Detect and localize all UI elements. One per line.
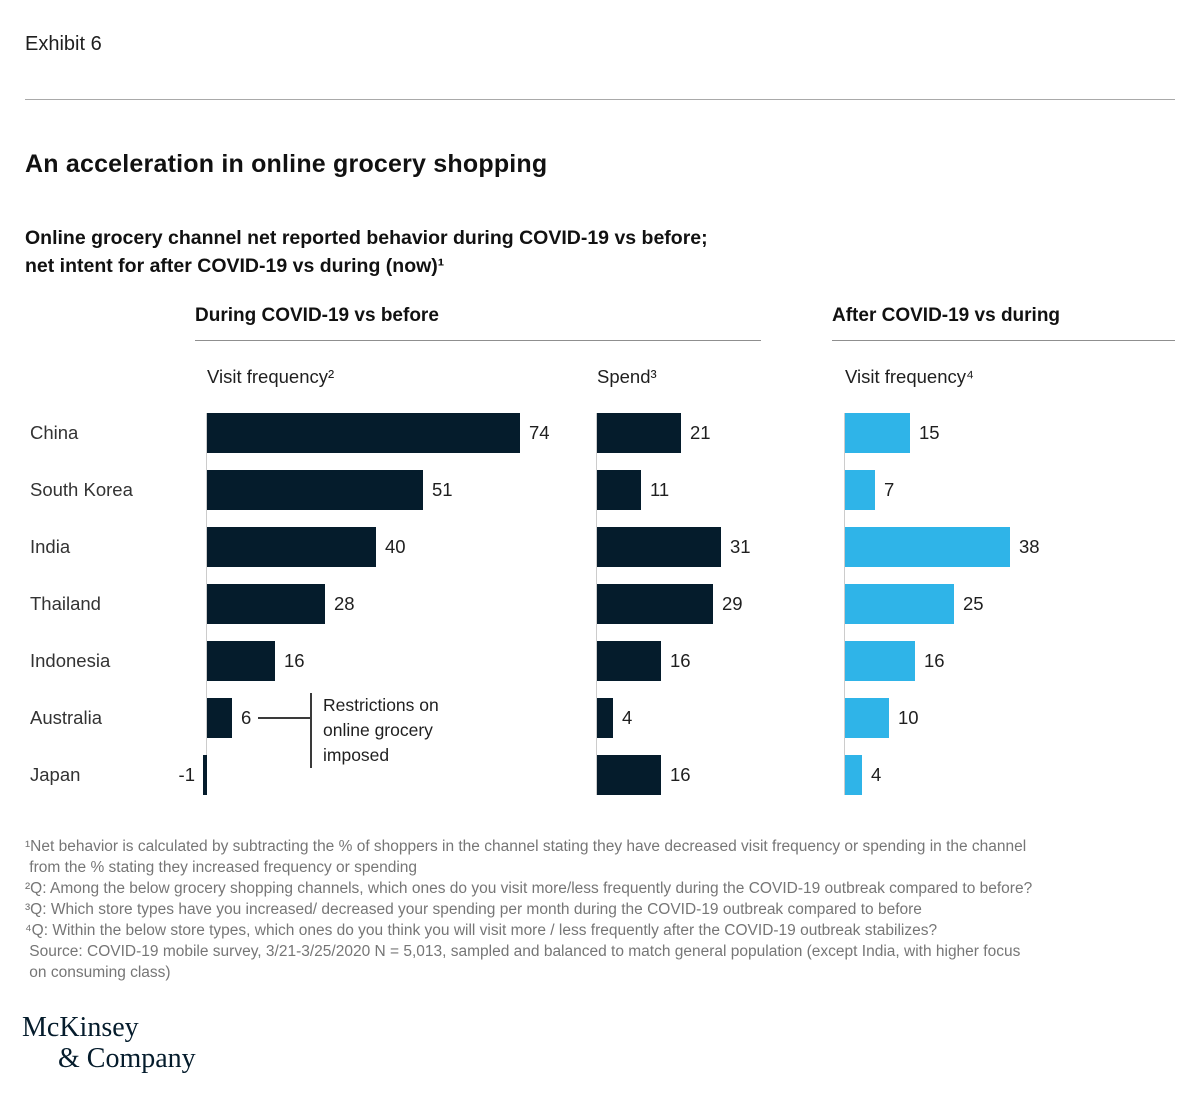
category-label: China [30, 422, 79, 443]
panel-label-visit-frequency-after: Visit frequency⁴ [845, 366, 974, 387]
annotation-text: Restrictions on online grocery imposed [310, 693, 439, 768]
value-label: 74 [529, 422, 550, 443]
axis-baseline [844, 413, 845, 795]
bar [597, 584, 713, 624]
axis-baseline [206, 413, 207, 795]
bar [207, 470, 423, 510]
category-label: Japan [30, 764, 81, 785]
axis-baseline [596, 413, 597, 795]
header-divider [25, 99, 1175, 100]
category-label: Australia [30, 707, 102, 728]
value-label: -1 [178, 764, 195, 785]
value-label: 4 [871, 764, 882, 785]
bar [597, 413, 681, 453]
value-label: 21 [690, 422, 711, 443]
bar [845, 641, 915, 681]
value-label: 29 [722, 593, 743, 614]
page-title: An acceleration in online grocery shoppi… [25, 150, 548, 178]
value-label: 16 [284, 650, 305, 671]
panel-label-visit-frequency-during: Visit frequency² [207, 366, 335, 387]
bar [207, 584, 325, 624]
bar-chart: Restrictions on online grocery imposed C… [0, 405, 1200, 805]
annotation-connector-line [258, 717, 310, 719]
value-label: 11 [650, 479, 670, 500]
category-label: Indonesia [30, 650, 111, 671]
bar [597, 641, 661, 681]
value-label: 10 [898, 707, 919, 728]
exhibit-label: Exhibit 6 [25, 33, 102, 55]
group-header-during: During COVID-19 vs before [195, 305, 761, 341]
footnotes: ¹Net behavior is calculated by subtracti… [25, 838, 1033, 981]
bar [207, 413, 520, 453]
value-label: 16 [670, 650, 691, 671]
value-label: 4 [622, 707, 633, 728]
value-label: 28 [334, 593, 355, 614]
category-label: India [30, 536, 71, 557]
logo-line-2: & Company [58, 1043, 196, 1074]
bar [845, 470, 875, 510]
page-subtitle: Online grocery channel net reported beha… [25, 227, 708, 277]
value-label: 16 [924, 650, 945, 671]
value-label: 6 [241, 707, 252, 728]
bar [845, 413, 910, 453]
bar [203, 755, 207, 795]
panel-label-spend: Spend³ [597, 366, 657, 387]
bar [845, 527, 1010, 567]
category-label: Thailand [30, 593, 101, 614]
bar [207, 641, 275, 681]
value-label: 7 [884, 479, 895, 500]
bar [597, 698, 613, 738]
value-label: 31 [730, 536, 751, 557]
bar [597, 527, 721, 567]
logo-line-1: McKinsey [22, 1012, 139, 1043]
value-label: 51 [432, 479, 453, 500]
bar [207, 698, 232, 738]
bar [845, 755, 862, 795]
value-label: 15 [919, 422, 940, 443]
bar [597, 470, 641, 510]
value-label: 16 [670, 764, 691, 785]
bar [845, 698, 889, 738]
category-label: South Korea [30, 479, 133, 500]
bar [597, 755, 661, 795]
bar [845, 584, 954, 624]
bar [207, 527, 376, 567]
value-label: 25 [963, 593, 984, 614]
mckinsey-logo: McKinsey & Company [22, 1012, 196, 1074]
value-label: 40 [385, 536, 406, 557]
value-label: 38 [1019, 536, 1040, 557]
group-header-after: After COVID-19 vs during [832, 305, 1175, 341]
